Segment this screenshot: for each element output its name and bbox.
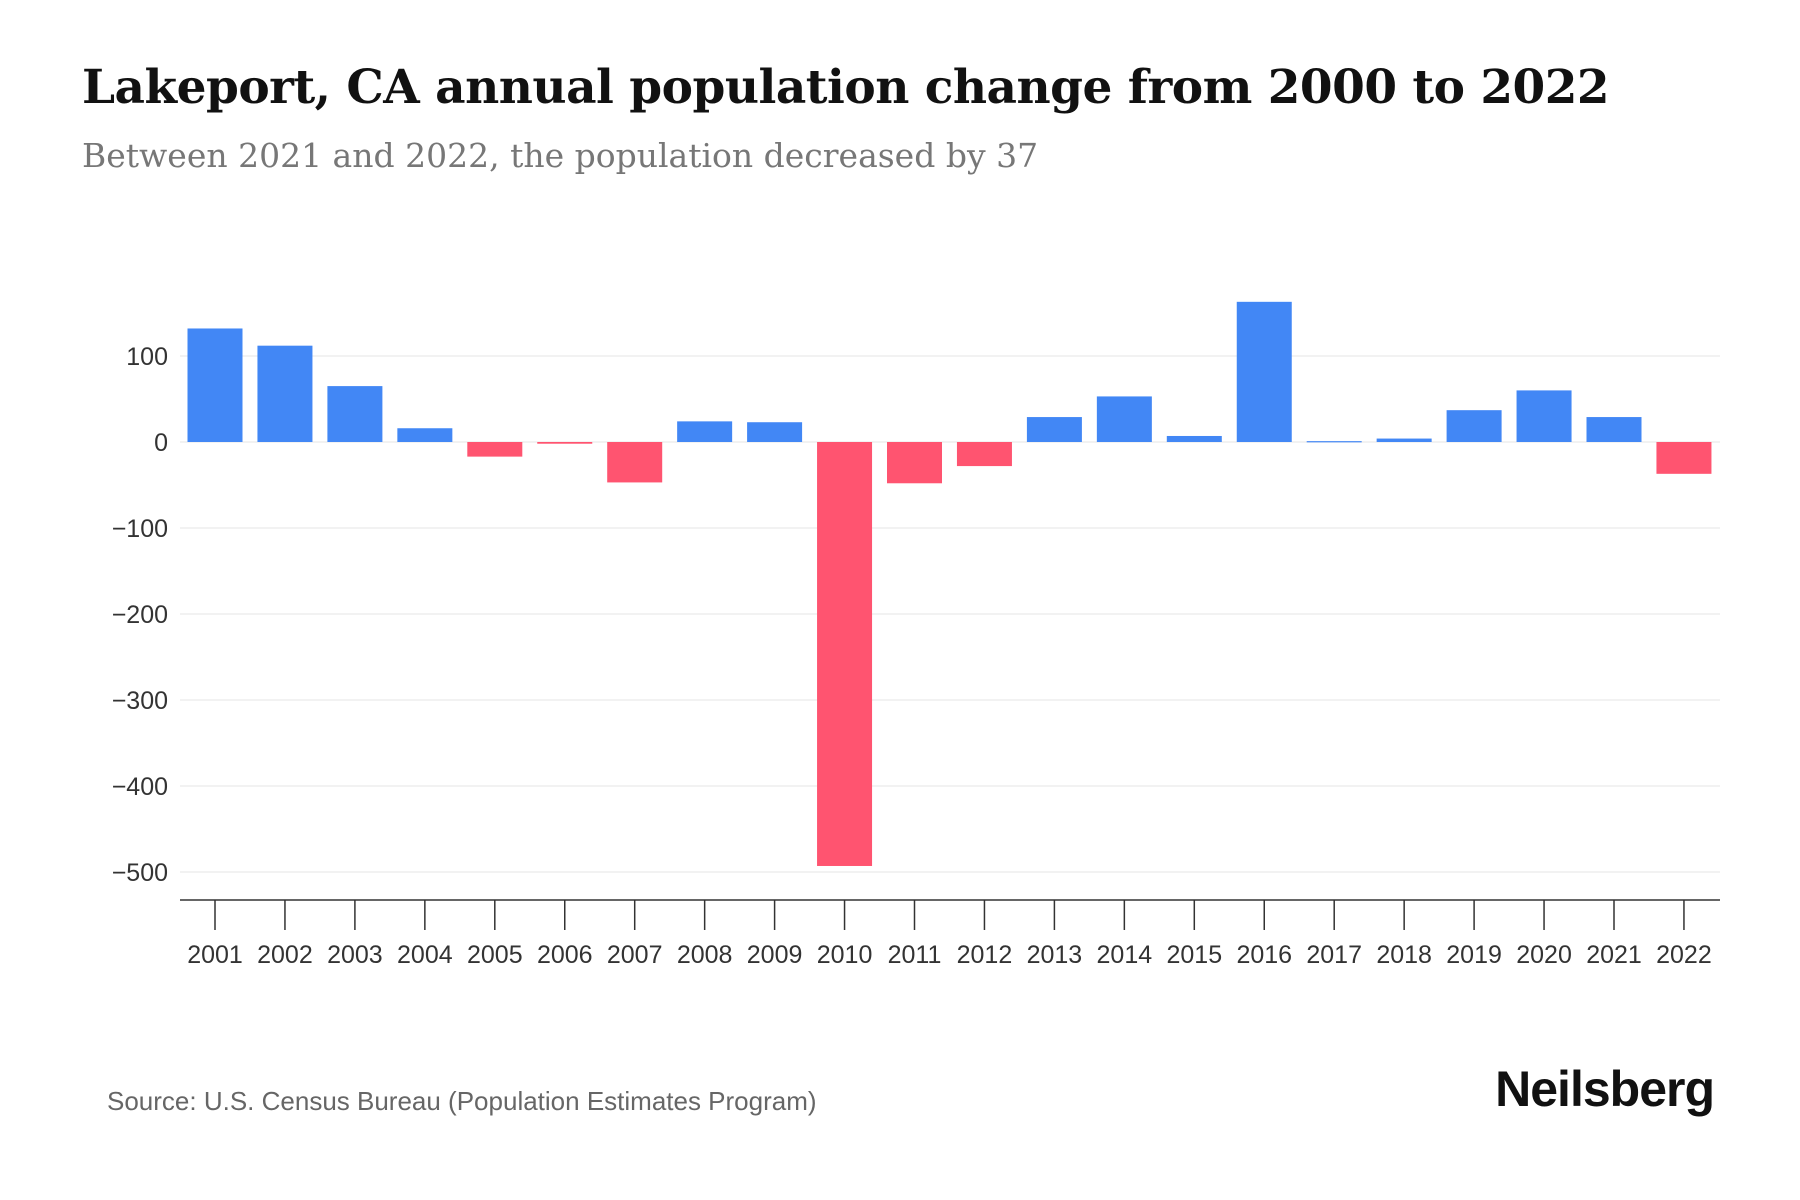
x-tick-label: 2021: [1586, 941, 1642, 969]
bar-2014: [1096, 396, 1152, 442]
x-tick-label: 2022: [1656, 941, 1712, 969]
bar-2019: [1446, 410, 1502, 442]
x-tick-label: 2012: [957, 941, 1013, 969]
x-tick-label: 2015: [1166, 941, 1222, 969]
chart-subtitle: Between 2021 and 2022, the population de…: [82, 136, 1039, 175]
y-tick-label: −400: [112, 773, 168, 801]
x-tick-label: 2019: [1446, 941, 1502, 969]
bar-2009: [747, 422, 803, 442]
bar-2018: [1376, 438, 1432, 442]
x-tick-label: 2010: [817, 941, 873, 969]
bar-2006: [537, 442, 593, 444]
chart-title: Lakeport, CA annual population change fr…: [82, 60, 1610, 115]
bar-2022: [1656, 442, 1712, 474]
y-tick-label: −100: [112, 515, 168, 543]
x-tick-label: 2011: [888, 941, 942, 969]
x-tick-label: 2003: [327, 941, 383, 969]
x-tick-label: 2014: [1097, 941, 1153, 969]
bar-2016: [1236, 301, 1292, 442]
y-tick-label: −500: [112, 859, 168, 887]
bar-2020: [1516, 390, 1572, 442]
x-tick-label: 2008: [677, 941, 733, 969]
source-note: Source: U.S. Census Bureau (Population E…: [107, 1086, 817, 1116]
bar-2001: [187, 328, 243, 442]
bar-2011: [887, 442, 942, 484]
bar-2012: [956, 442, 1012, 467]
bar-2008: [677, 421, 733, 442]
x-tick-label: 2004: [397, 941, 453, 969]
x-tick-label: 2002: [257, 941, 313, 969]
bar-2003: [327, 386, 383, 442]
bar-2002: [257, 345, 313, 442]
x-tick-label: 2017: [1306, 941, 1362, 969]
x-tick-label: 2020: [1516, 941, 1572, 969]
x-tick-label: 2013: [1027, 941, 1083, 969]
bar-2010: [817, 442, 873, 866]
x-tick-label: 2016: [1236, 941, 1292, 969]
bar-2013: [1026, 417, 1082, 442]
neilsberg-logo: Neilsberg: [1495, 1061, 1715, 1117]
bar-2017: [1306, 441, 1362, 443]
y-tick-label: 0: [154, 429, 168, 457]
bar-2015: [1166, 435, 1222, 442]
bar-2007: [607, 442, 663, 483]
bar-2005: [467, 442, 523, 457]
x-tick-label: 2007: [607, 941, 663, 969]
x-tick-label: 2009: [747, 941, 803, 969]
bar-2021: [1586, 417, 1642, 442]
bar-2004: [397, 428, 453, 442]
x-tick-label: 2018: [1376, 941, 1432, 969]
y-tick-label: −200: [112, 601, 168, 629]
x-tick-label: 2006: [537, 941, 593, 969]
x-tick-label: 2001: [187, 941, 243, 969]
y-tick-label: 100: [126, 343, 168, 371]
x-tick-label: 2005: [467, 941, 523, 969]
y-tick-label: −300: [112, 687, 168, 715]
